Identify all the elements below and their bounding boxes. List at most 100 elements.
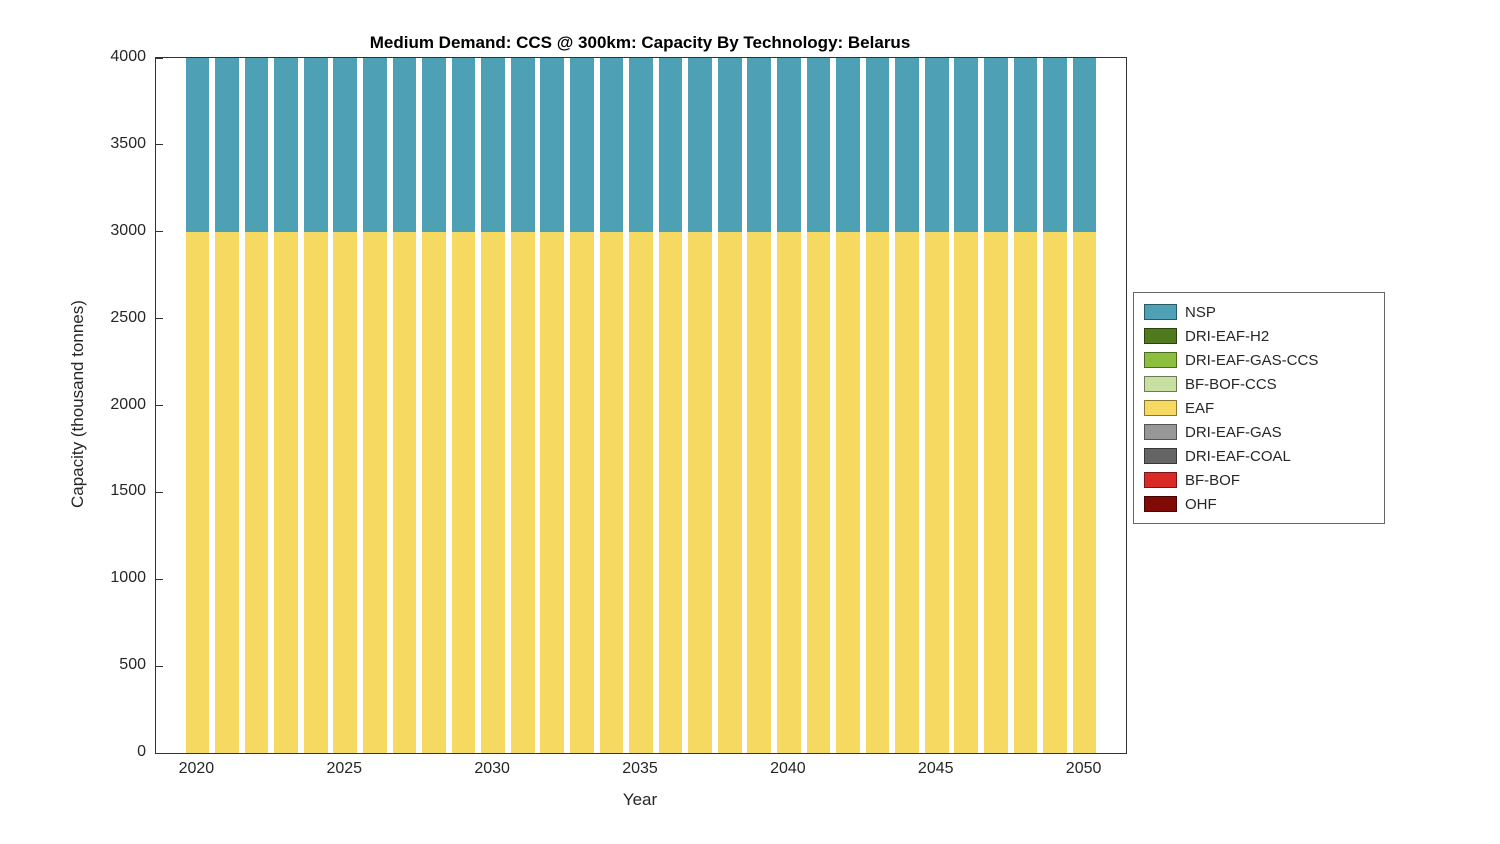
legend-item-bf-bof-ccs: BF-BOF-CCS (1144, 372, 1384, 396)
bar-segment-eaf (570, 231, 594, 753)
bar-segment-eaf (777, 231, 801, 753)
bar-segment-eaf (1013, 231, 1038, 753)
legend-swatch (1144, 376, 1177, 392)
bar-segment-eaf (540, 231, 565, 753)
y-axis-tick (156, 752, 163, 754)
bar-segment-eaf (836, 231, 860, 753)
bar-segment-nsp (510, 58, 535, 232)
y-axis-tick (156, 405, 163, 406)
bar-segment-eaf (510, 231, 535, 753)
bar-segment-eaf (481, 231, 505, 753)
bar-segment-nsp (777, 58, 801, 232)
bar-segment-eaf (954, 231, 979, 753)
bar-segment-nsp (303, 58, 328, 232)
y-axis-tick (156, 144, 163, 146)
bar-segment-nsp (363, 58, 387, 232)
plot-area (155, 57, 1127, 754)
bar-segment-eaf (599, 231, 624, 753)
x-tick-label: 2020 (178, 760, 215, 777)
bar-segment-eaf (895, 231, 919, 753)
x-axis-label: Year (622, 790, 658, 809)
bar-segment-eaf (392, 231, 417, 753)
x-tick-label: 2030 (474, 760, 510, 777)
bar-segment-nsp (185, 58, 210, 232)
bar-segment-nsp (215, 58, 239, 232)
bar-segment-nsp (481, 58, 505, 232)
y-axis-tick (156, 578, 163, 580)
bar-segment-nsp (451, 58, 476, 232)
legend-item-dri-eaf-coal: DRI-EAF-COAL (1144, 444, 1384, 468)
bar-segment-nsp (806, 58, 831, 232)
bar-segment-nsp (570, 58, 594, 232)
bar-segment-nsp (836, 58, 860, 232)
legend-item-bf-bof: BF-BOF (1144, 468, 1384, 492)
y-tick-label: 0 (137, 743, 146, 760)
legend-swatch (1144, 328, 1177, 344)
legend-swatch (1144, 496, 1177, 512)
legend-item-dri-eaf-gas-ccs: DRI-EAF-GAS-CCS (1144, 348, 1384, 372)
legend-item-dri-eaf-gas: DRI-EAF-GAS (1144, 420, 1384, 444)
bar-segment-eaf (215, 231, 239, 753)
y-axis-tick (156, 57, 163, 59)
legend-item-dri-eaf-h2: DRI-EAF-H2 (1144, 324, 1384, 348)
legend-item-ohf: OHF (1144, 492, 1384, 516)
legend-label: NSP (1185, 303, 1216, 321)
legend-swatch (1144, 472, 1177, 488)
legend-label: DRI-EAF-COAL (1185, 447, 1291, 465)
bar-segment-eaf (747, 231, 772, 753)
bar-segment-eaf (422, 231, 446, 753)
legend-swatch (1144, 304, 1177, 320)
legend-swatch (1144, 352, 1177, 368)
bar-segment-nsp (392, 58, 417, 232)
x-tick-label: 2045 (917, 760, 954, 777)
y-tick-label: 2500 (110, 308, 146, 326)
y-tick-label: 1500 (110, 482, 146, 500)
legend-label: EAF (1185, 399, 1215, 417)
bar-segment-nsp (1013, 58, 1038, 232)
bar-segment-nsp (274, 58, 298, 232)
bar-segment-eaf (451, 231, 476, 753)
bar-segment-nsp (1043, 58, 1067, 232)
bar-segment-eaf (924, 231, 949, 753)
legend-swatch (1144, 448, 1177, 464)
y-tick-label: 3500 (110, 134, 146, 152)
legend: NSP DRI-EAF-H2 DRI-EAF-GAS-CCS BF-BOF-CCS EA… (1133, 292, 1385, 524)
bar-segment-nsp (422, 58, 446, 232)
bar-segment-eaf (806, 231, 831, 753)
bar-segment-nsp (895, 58, 919, 232)
bar-segment-eaf (717, 231, 742, 753)
y-tick-label: 500 (119, 656, 146, 674)
bar-segment-eaf (984, 231, 1008, 753)
bar-segment-eaf (658, 231, 683, 753)
y-tick-label: 1000 (110, 569, 146, 587)
legend-label: BF-BOF-CCS (1185, 375, 1277, 393)
y-tick-label: 3000 (110, 221, 146, 239)
bar-segment-nsp (333, 58, 358, 232)
bar-segment-nsp (984, 58, 1008, 232)
bar-segment-nsp (717, 58, 742, 232)
legend-label: BF-BOF (1185, 471, 1240, 489)
bar-segment-eaf (1072, 231, 1097, 753)
bar-segment-eaf (274, 231, 298, 753)
bar-segment-nsp (244, 58, 269, 232)
legend-label: DRI-EAF-H2 (1185, 327, 1270, 345)
bar-segment-nsp (865, 58, 890, 232)
bar-segment-nsp (658, 58, 683, 232)
bar-segment-nsp (629, 58, 653, 232)
y-tick-label: 2000 (110, 395, 146, 413)
y-axis-tick (156, 318, 163, 320)
bar-segment-eaf (688, 231, 712, 753)
bar-segment-eaf (363, 231, 387, 753)
x-tick-label: 2050 (1065, 760, 1102, 777)
bar-segment-eaf (629, 231, 653, 753)
bar-segment-eaf (303, 231, 328, 753)
legend-label: OHF (1185, 495, 1217, 513)
bar-segment-eaf (333, 231, 358, 753)
bar-segment-eaf (865, 231, 890, 753)
x-tick-label: 2040 (770, 760, 806, 777)
bar-segment-nsp (688, 58, 712, 232)
x-tick-label: 2025 (326, 760, 363, 777)
legend-swatch (1144, 400, 1177, 416)
bar-segment-nsp (954, 58, 979, 232)
